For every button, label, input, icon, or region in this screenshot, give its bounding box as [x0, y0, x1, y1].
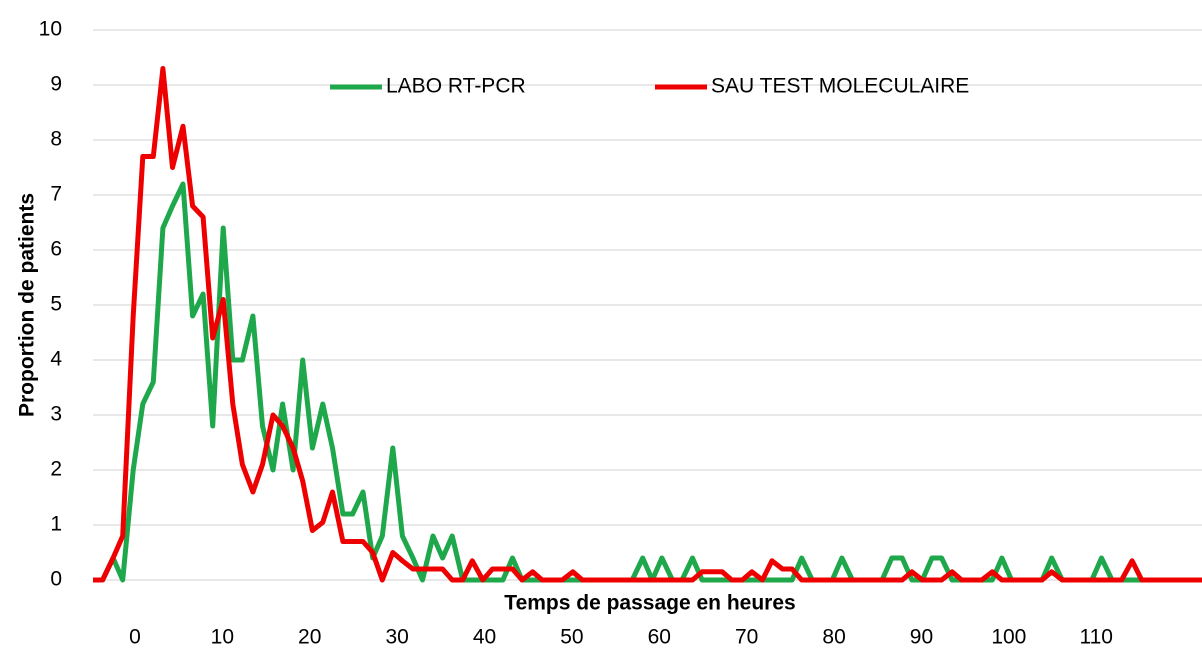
x-tick-label: 100	[991, 626, 1026, 649]
y-tick-label: 7	[50, 183, 62, 206]
x-tick-label: 80	[822, 626, 845, 649]
data-line	[93, 181, 1202, 583]
y-tick-label: 4	[50, 348, 62, 371]
x-tick-label: 90	[910, 626, 933, 649]
x-tick-label: 10	[211, 626, 234, 649]
y-tick-label: 5	[50, 293, 62, 316]
x-axis-title: Temps de passage en heures	[504, 592, 795, 615]
x-tick-label: 70	[735, 626, 758, 649]
x-tick-label: 60	[648, 626, 671, 649]
y-tick-label: 1	[50, 513, 62, 536]
y-tick-label: 2	[50, 458, 62, 481]
data-line	[93, 66, 1202, 583]
legend-label: SAU TEST MOLECULAIRE	[711, 75, 969, 98]
y-tick-label: 8	[50, 128, 62, 151]
y-tick-label: 3	[50, 403, 62, 426]
x-tick-label: 50	[560, 626, 583, 649]
x-tick-label: 30	[385, 626, 408, 649]
y-tick-label: 0	[50, 568, 62, 591]
x-tick-label: 40	[473, 626, 496, 649]
y-axis-title: Proportion de patients	[16, 193, 39, 417]
x-tick-label: 110	[1080, 626, 1113, 649]
x-tick-label: 0	[129, 626, 141, 649]
legend-label: LABO RT-PCR	[386, 75, 526, 98]
y-tick-label: 6	[50, 238, 62, 261]
y-tick-label: 9	[50, 73, 62, 96]
x-tick-label: 20	[298, 626, 321, 649]
y-tick-label: 10	[39, 18, 62, 41]
